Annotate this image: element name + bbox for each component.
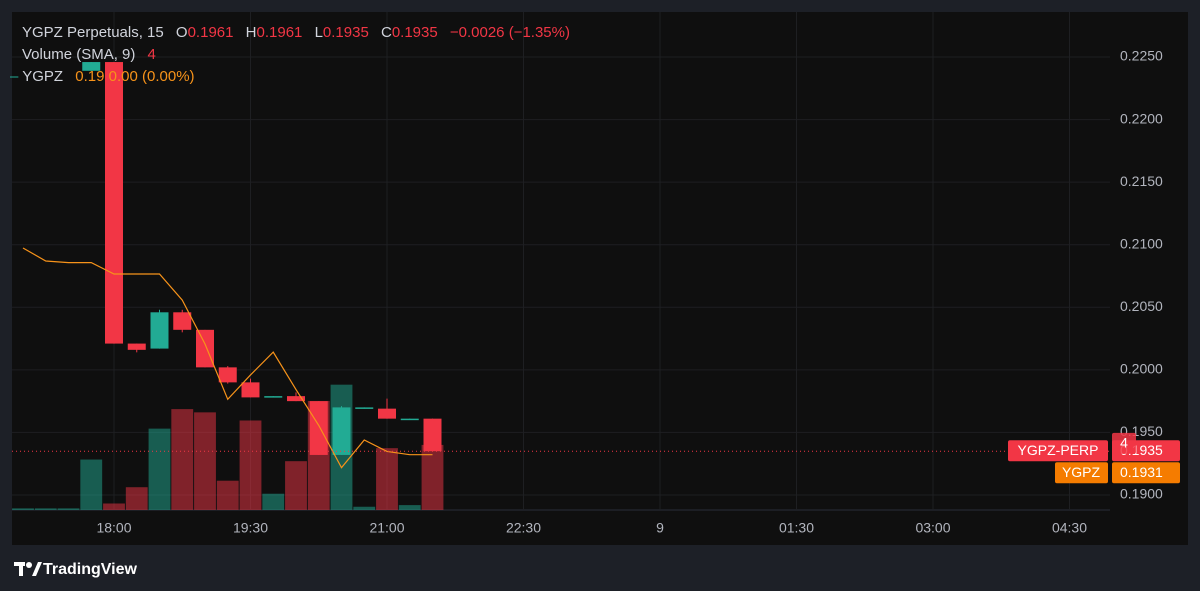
volume-bar xyxy=(148,428,171,510)
candle-body xyxy=(105,62,123,344)
x-tick-label: 18:00 xyxy=(96,520,131,536)
compare-marker: – xyxy=(10,68,19,85)
sma-line xyxy=(22,247,433,469)
series-name-badge xyxy=(1008,440,1108,462)
candle-body xyxy=(332,407,351,455)
compare-name-badge xyxy=(1055,462,1108,484)
y-tick-label: 0.2000 xyxy=(1120,361,1163,377)
candle-body xyxy=(173,312,192,330)
ohlc-value: 0.1961 xyxy=(187,24,234,41)
volume-bar xyxy=(103,503,125,510)
candle-body xyxy=(378,408,396,419)
volume-bar xyxy=(421,444,444,510)
x-tick-label: 22:30 xyxy=(506,520,541,536)
candle-body xyxy=(287,396,305,402)
x-tick-label: 01:30 xyxy=(779,520,814,536)
y-tick-label: 0.2150 xyxy=(1120,173,1163,189)
y-tick-label: 0.2100 xyxy=(1120,235,1163,251)
ohlc-label: O xyxy=(175,24,188,41)
candle-body xyxy=(400,418,419,421)
x-tick-label: 04:30 xyxy=(1052,520,1087,536)
candle-body xyxy=(196,329,214,368)
volume-bar xyxy=(80,459,103,510)
volume-bar xyxy=(353,506,376,510)
ohlc-label: H xyxy=(245,24,257,41)
y-tick-label: 0.2250 xyxy=(1120,48,1163,64)
volume-value: 4 xyxy=(147,46,156,63)
change-pct: (−1.35%) xyxy=(508,24,570,41)
volume-bar xyxy=(171,409,194,510)
volume-bar xyxy=(12,508,34,510)
axes: 0.19000.19500.20000.20500.21000.21500.22… xyxy=(96,48,1180,536)
volume-name: Volume (SMA, 9) xyxy=(22,46,136,63)
volume-bar xyxy=(216,480,239,510)
compare-price-badge xyxy=(1112,462,1180,484)
legend-row: YGPZ Perpetuals, 15 O0.1961 H0.1961 L0.1… xyxy=(22,22,570,44)
legend-row: Volume (SMA, 9) 4 xyxy=(22,44,570,66)
volume-bar xyxy=(125,487,148,510)
volume-bar xyxy=(398,505,421,510)
volume-bar xyxy=(34,508,57,510)
y-tick-label: 0.1900 xyxy=(1120,486,1163,502)
brand-name: TradingView xyxy=(43,561,138,578)
legend-row: – YGPZ 0.19 0.00 (0.00%) xyxy=(10,66,570,88)
volume-bar xyxy=(262,493,285,510)
change: −0.0026 xyxy=(449,24,505,41)
candle-body xyxy=(309,401,328,455)
volume-badge xyxy=(1112,432,1136,454)
ohlc-label: L xyxy=(314,24,323,41)
volume-bar xyxy=(194,412,216,510)
candle-body xyxy=(241,382,260,398)
ohlc-value: 0.1961 xyxy=(256,24,303,41)
volume-bar xyxy=(285,461,307,510)
ohlc-label: C xyxy=(380,24,392,41)
compare-name: YGPZ xyxy=(22,68,64,85)
brand-logo xyxy=(14,562,42,576)
compare-price-label: 0.1931 xyxy=(1120,464,1163,480)
y-tick-label: 0.2200 xyxy=(1120,110,1163,126)
volume-bar xyxy=(57,508,80,510)
volume-bar xyxy=(376,448,398,510)
legend: YGPZ Perpetuals, 15 O0.1961 H0.1961 L0.1… xyxy=(10,22,570,88)
x-tick-label: 19:30 xyxy=(233,520,268,536)
compare-value: 0.19 xyxy=(75,68,105,85)
plot-area xyxy=(12,62,1110,510)
x-tick-label: 9 xyxy=(656,520,664,536)
compare-change: 0.00 (0.00%) xyxy=(108,68,195,85)
compare-name: YGPZ xyxy=(1062,464,1101,480)
x-tick-label: 21:00 xyxy=(369,520,404,536)
candle-body xyxy=(264,396,283,398)
candle-body xyxy=(150,312,169,349)
candle-body xyxy=(355,407,374,409)
candle-body xyxy=(82,62,101,71)
candle-body xyxy=(218,367,237,383)
ohlc-value: 0.1935 xyxy=(322,24,369,41)
series-name: YGPZ-PERP xyxy=(1018,442,1099,458)
symbol: YGPZ Perpetuals, 15 xyxy=(22,24,164,41)
volume-bar xyxy=(239,420,262,510)
volume-label: 4 xyxy=(1120,435,1128,451)
candle-body xyxy=(127,343,146,350)
candle-body xyxy=(423,418,442,452)
ohlc-value: 0.1935 xyxy=(391,24,438,41)
x-tick-label: 03:00 xyxy=(915,520,950,536)
y-tick-label: 0.2050 xyxy=(1120,298,1163,314)
